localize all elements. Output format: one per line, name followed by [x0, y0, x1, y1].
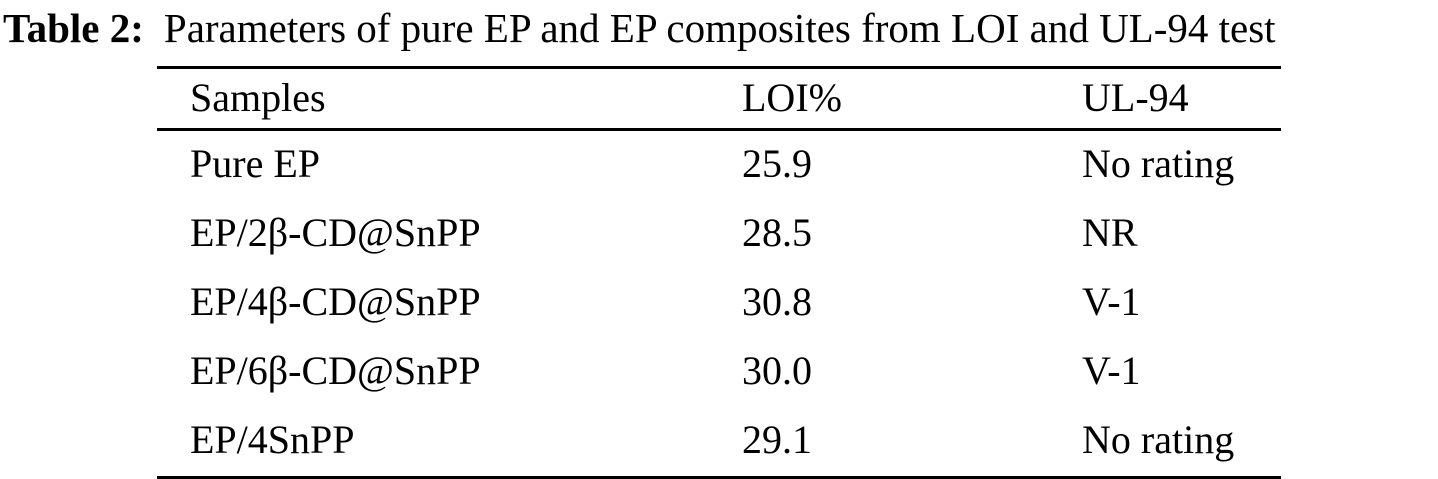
- cell-ul94: V-1: [1082, 278, 1141, 324]
- cell-ul94: NR: [1082, 209, 1138, 255]
- cell-ul94: No rating: [1082, 140, 1235, 186]
- cell-sample: Pure EP: [190, 140, 320, 186]
- table-row: EP/4SnPP 29.1 No rating: [157, 407, 1281, 476]
- cell-ul94: V-1: [1082, 347, 1141, 393]
- cell-loi: 30.8: [742, 278, 812, 324]
- column-header-loi: LOI%: [742, 74, 842, 120]
- cell-sample: EP/4β-CD@SnPP: [190, 278, 481, 324]
- table-row: EP/2β-CD@SnPP 28.5 NR: [157, 200, 1281, 269]
- cell-sample: EP/4SnPP: [190, 416, 355, 462]
- column-header-ul94: UL-94: [1082, 74, 1189, 120]
- table-header-row: Samples LOI% UL-94: [157, 69, 1281, 131]
- cell-loi: 28.5: [742, 209, 812, 255]
- cell-ul94: No rating: [1082, 416, 1235, 462]
- table-row: EP/4β-CD@SnPP 30.8 V-1: [157, 269, 1281, 338]
- column-header-samples: Samples: [190, 74, 326, 120]
- cell-sample: EP/6β-CD@SnPP: [190, 347, 481, 393]
- table-row: EP/6β-CD@SnPP 30.0 V-1: [157, 338, 1281, 407]
- table-caption: Table 2: Parameters of pure EP and EP com…: [3, 0, 1435, 56]
- cell-loi: 25.9: [742, 140, 812, 186]
- cell-sample: EP/2β-CD@SnPP: [190, 209, 481, 255]
- table-row: Pure EP 25.9 No rating: [157, 131, 1281, 200]
- cell-loi: 29.1: [742, 416, 812, 462]
- table-caption-label: Table 2:: [3, 5, 144, 51]
- table-caption-text: Parameters of pure EP and EP composites …: [163, 5, 1276, 51]
- data-table: Samples LOI% UL-94 Pure EP 25.9 No ratin…: [157, 66, 1281, 479]
- cell-loi: 30.0: [742, 347, 812, 393]
